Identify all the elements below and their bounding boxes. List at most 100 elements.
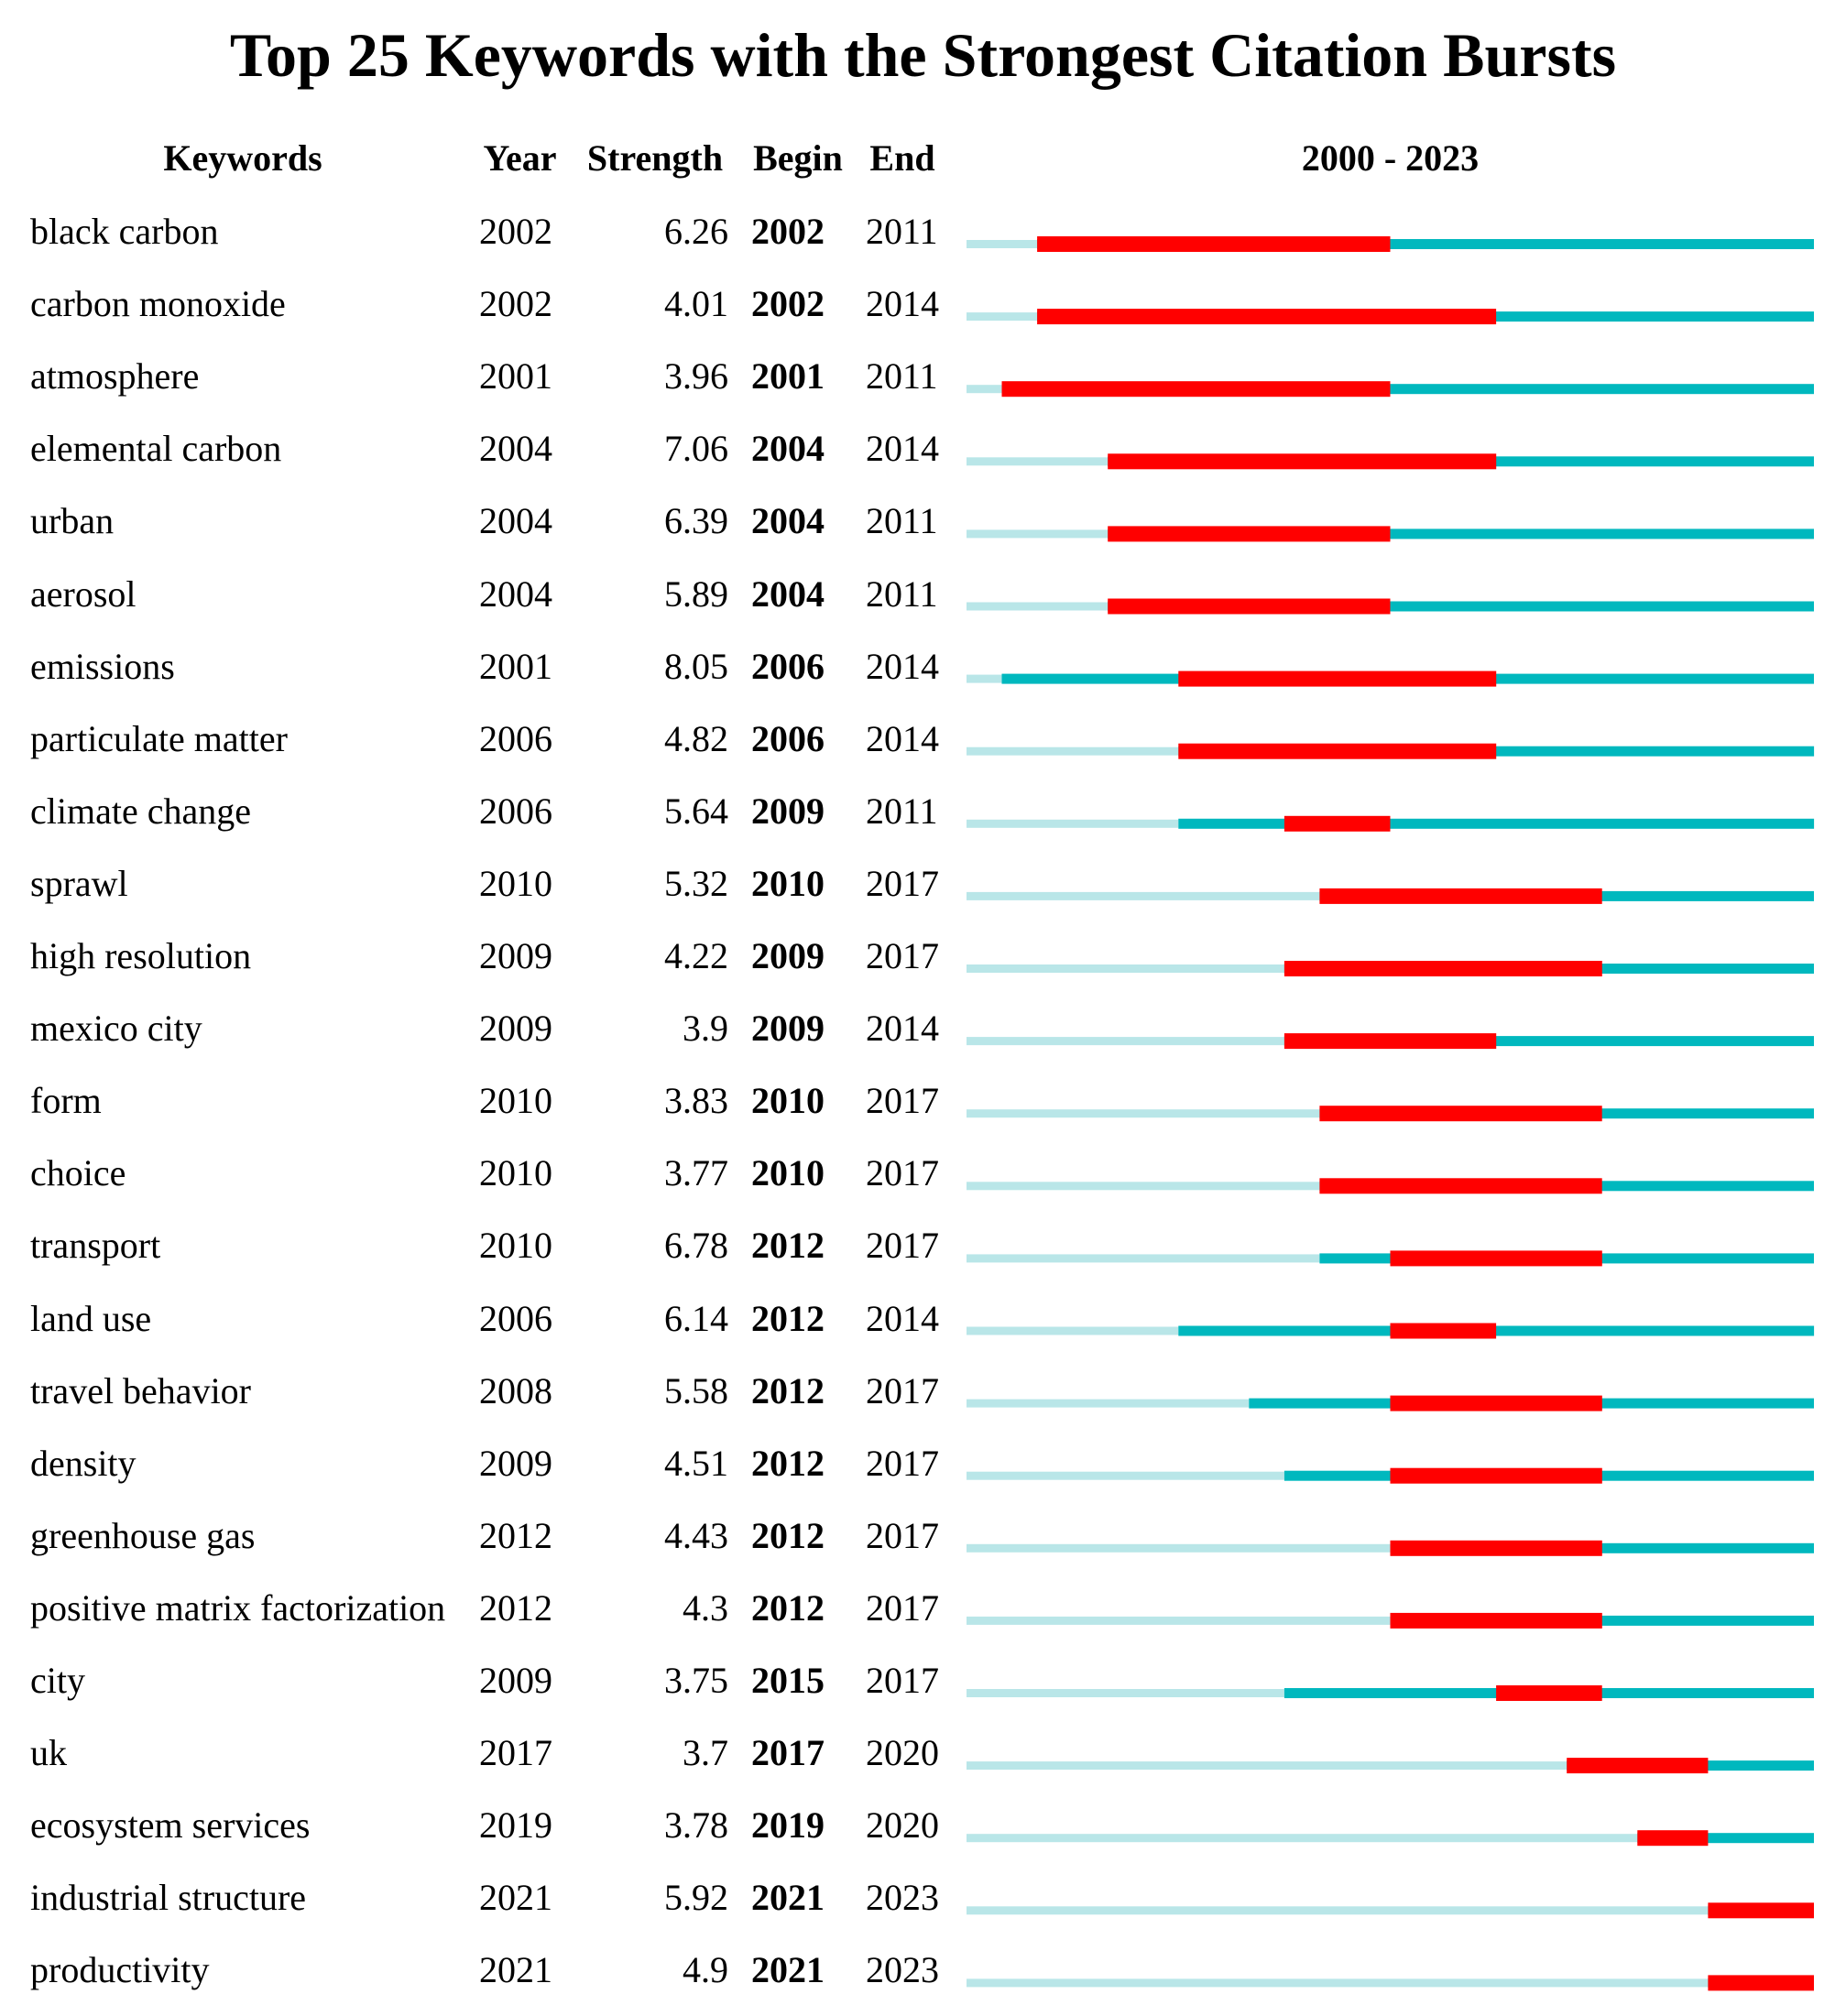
end: 2017 bbox=[866, 1225, 939, 1267]
year: 2010 bbox=[479, 1080, 552, 1122]
burst-bar bbox=[1283, 815, 1391, 832]
burst-bar bbox=[1178, 670, 1497, 687]
burst-bar bbox=[1390, 1467, 1602, 1484]
table-row: positive matrix factorization 2012 4.3 2012… bbox=[0, 1580, 1846, 1652]
strength: 3.9 bbox=[683, 1008, 728, 1050]
burst-bar bbox=[1390, 1612, 1602, 1629]
strength: 4.9 bbox=[683, 1949, 728, 1991]
end: 2014 bbox=[866, 283, 939, 325]
keyword: particulate matter bbox=[30, 717, 288, 759]
timeline-segment-before bbox=[967, 1109, 1320, 1118]
year: 2006 bbox=[479, 790, 552, 832]
timeline-segment-active bbox=[1283, 1036, 1814, 1047]
burst-timeline-row bbox=[967, 1830, 1814, 1847]
keyword: industrial structure bbox=[30, 1877, 307, 1919]
timeline-segment-before bbox=[967, 1037, 1284, 1046]
end: 2011 bbox=[866, 790, 938, 832]
timeline-segment-before bbox=[967, 240, 1038, 248]
end: 2017 bbox=[866, 935, 939, 976]
year: 2009 bbox=[479, 935, 552, 976]
year: 2009 bbox=[479, 1660, 552, 1701]
keyword: climate change bbox=[30, 790, 251, 832]
burst-bar bbox=[1319, 1106, 1602, 1122]
timeline-segment-before bbox=[967, 746, 1179, 756]
year: 2021 bbox=[479, 1949, 552, 1991]
end: 2014 bbox=[866, 1008, 939, 1050]
year: 2004 bbox=[479, 500, 552, 542]
begin: 2004 bbox=[751, 428, 825, 470]
end: 2014 bbox=[866, 645, 939, 687]
timeline-segment-before bbox=[967, 1906, 1709, 1915]
burst-bar bbox=[1390, 1540, 1602, 1556]
keyword: greenhouse gas bbox=[30, 1514, 256, 1556]
begin: 2002 bbox=[751, 211, 825, 252]
begin: 2009 bbox=[751, 790, 825, 832]
burst-timeline-row bbox=[967, 961, 1814, 976]
burst-timeline-row bbox=[967, 1106, 1814, 1122]
end: 2014 bbox=[866, 428, 939, 470]
timeline-segment-before bbox=[967, 1326, 1179, 1335]
keyword: mexico city bbox=[30, 1008, 202, 1050]
begin: 2006 bbox=[751, 645, 825, 687]
burst-bar bbox=[1319, 888, 1602, 904]
year: 2010 bbox=[479, 1225, 552, 1267]
begin: 2010 bbox=[751, 862, 825, 904]
timeline-segment-active bbox=[1108, 529, 1814, 539]
timeline-segment-before bbox=[967, 1182, 1320, 1191]
timeline-segment-before bbox=[967, 964, 1284, 973]
year: 2012 bbox=[479, 1514, 552, 1556]
begin: 2021 bbox=[751, 1949, 825, 1991]
end: 2023 bbox=[866, 1949, 939, 1991]
table-row: city 2009 3.75 2015 2017 bbox=[0, 1652, 1846, 1725]
strength: 6.39 bbox=[664, 500, 728, 542]
burst-timeline-row bbox=[967, 1395, 1814, 1411]
keyword: sprawl bbox=[30, 862, 128, 904]
begin: 2012 bbox=[751, 1442, 825, 1484]
header-strength: Strength bbox=[586, 137, 724, 179]
strength: 3.77 bbox=[664, 1152, 728, 1194]
keyword: positive matrix factorization bbox=[30, 1586, 446, 1629]
table-row: form 2010 3.83 2010 2017 bbox=[0, 1073, 1846, 1145]
year: 2004 bbox=[479, 428, 552, 470]
timeline-segment-before bbox=[967, 312, 1038, 321]
timeline-segment-before bbox=[967, 457, 1109, 466]
begin: 2021 bbox=[751, 1877, 825, 1919]
burst-timeline-row bbox=[967, 1975, 1814, 1991]
burst-bar bbox=[1390, 1323, 1497, 1339]
begin: 2019 bbox=[751, 1804, 825, 1847]
strength: 4.82 bbox=[664, 717, 728, 759]
end: 2011 bbox=[866, 572, 938, 615]
strength: 6.78 bbox=[664, 1225, 728, 1267]
table-row: aerosol 2004 5.89 2004 2011 bbox=[0, 566, 1846, 638]
begin: 2012 bbox=[751, 1586, 825, 1629]
begin: 2012 bbox=[751, 1369, 825, 1411]
strength: 3.7 bbox=[683, 1732, 728, 1774]
burst-bar bbox=[1390, 1250, 1602, 1267]
timeline-segment-before bbox=[967, 1761, 1567, 1771]
header-keywords: Keywords bbox=[163, 137, 322, 179]
strength: 5.58 bbox=[664, 1369, 728, 1411]
burst-timeline-row bbox=[967, 598, 1814, 615]
end: 2017 bbox=[866, 1660, 939, 1701]
timeline-segment-active bbox=[1637, 1833, 1814, 1844]
strength: 4.51 bbox=[664, 1442, 728, 1484]
year: 2019 bbox=[479, 1804, 552, 1847]
burst-timeline-row bbox=[967, 1540, 1814, 1556]
header-year-range: 2000 - 2023 bbox=[1301, 137, 1480, 179]
strength: 3.78 bbox=[664, 1804, 728, 1847]
end: 2017 bbox=[866, 1152, 939, 1194]
end: 2011 bbox=[866, 355, 938, 398]
end: 2017 bbox=[866, 1369, 939, 1411]
burst-bar bbox=[1567, 1758, 1709, 1774]
keyword: urban bbox=[30, 500, 115, 542]
strength: 6.14 bbox=[664, 1297, 728, 1339]
end: 2020 bbox=[866, 1732, 939, 1774]
burst-bar bbox=[1390, 1395, 1602, 1411]
begin: 2012 bbox=[751, 1514, 825, 1556]
end: 2017 bbox=[866, 862, 939, 904]
burst-timeline-row bbox=[967, 815, 1815, 832]
year: 2009 bbox=[479, 1008, 552, 1050]
burst-bar bbox=[1283, 961, 1602, 976]
burst-bar bbox=[1283, 1033, 1497, 1050]
